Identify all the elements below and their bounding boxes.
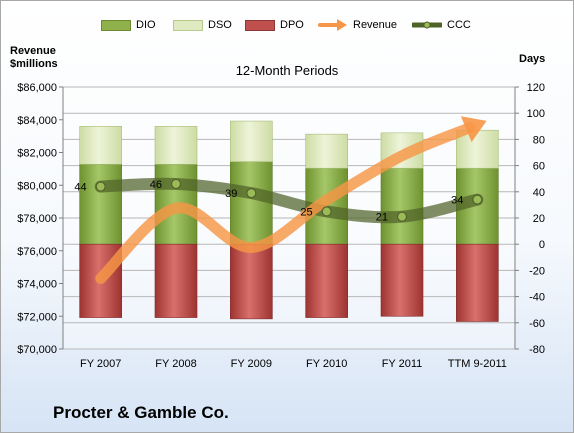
legend-label-dso: DSO [208, 19, 232, 31]
left-axis-tick-label: $84,000 [17, 115, 57, 127]
ccc-data-label: 46 [150, 179, 162, 191]
left-axis-tick-label: $82,000 [17, 148, 57, 160]
legend-label-dpo: DPO [280, 19, 304, 31]
bar-dio [380, 167, 424, 245]
legend-label-ccc: CCC [447, 19, 471, 31]
ccc-marker [170, 178, 182, 190]
bar-dso [154, 126, 198, 165]
legend-item-dpo: DPO [245, 15, 304, 35]
right-axis-tick-label: -20 [529, 265, 545, 277]
left-axis-title-line1: Revenue [10, 45, 56, 57]
bar-dpo [305, 243, 348, 318]
left-axis-tick-label: $80,000 [17, 180, 57, 192]
right-axis-tick-label: 100 [527, 108, 545, 120]
ccc-marker [321, 206, 332, 217]
bar-dso [456, 129, 499, 169]
ccc-marker [95, 181, 106, 192]
bar-dio [79, 163, 122, 245]
ccc-data-label: 21 [376, 212, 388, 224]
legend-swatch-dso [173, 19, 203, 31]
bar-dso [79, 126, 122, 165]
x-axis-tick-label: FY 2009 [231, 358, 272, 370]
legend-label-dio: DIO [136, 19, 156, 31]
bar-dso [305, 133, 348, 169]
company-name: Procter & Gamble Co. [53, 403, 229, 422]
legend: DIO DSO DPO Revenue CCC [0, 15, 574, 35]
legend-swatch-dpo [245, 19, 275, 31]
x-axis-tick-label: FY 2007 [80, 358, 121, 370]
legend-label-revenue: Revenue [353, 19, 398, 31]
legend-arrow-icon [318, 19, 347, 31]
right-axis-tick-label: 120 [527, 82, 545, 94]
x-axis-tick-label: FY 2011 [382, 358, 423, 370]
chart-title: 12-Month Periods [235, 63, 339, 78]
right-axis-tick-label: 20 [533, 213, 545, 225]
bar-dpo [456, 243, 499, 322]
revenue-line [95, 122, 476, 285]
x-axis-tick-label: FY 2008 [155, 358, 196, 370]
bar-dpo [380, 243, 424, 317]
ccc-data-label: 39 [225, 188, 237, 200]
left-axis-tick-label: $72,000 [17, 311, 57, 323]
right-axis-tick-label: 40 [533, 187, 545, 199]
bar-dpo [230, 243, 273, 320]
revenue-arrowhead [460, 116, 487, 143]
bar-dpo [154, 243, 198, 318]
left-axis-tick-label: $86,000 [17, 82, 57, 94]
legend-swatch-dio [101, 19, 131, 31]
right-axis-tick-label: 0 [539, 239, 545, 251]
ccc-data-label: 25 [300, 206, 312, 218]
ccc-marker [396, 211, 408, 222]
left-axis-title: Revenue $millions [10, 45, 58, 71]
legend-line-marker-icon [412, 21, 442, 29]
ccc-data-label: 44 [74, 182, 86, 194]
right-axis-tick-label: 60 [533, 161, 545, 173]
bar-dso [230, 120, 273, 162]
left-axis-title-line2: $millions [10, 58, 58, 70]
left-axis-tick-label: $70,000 [17, 344, 57, 356]
ccc-marker [246, 188, 257, 199]
right-axis-tick-label: -60 [529, 318, 545, 330]
right-axis-tick-label: 80 [533, 134, 545, 146]
right-axis-tick-label: -40 [529, 292, 545, 304]
legend-item-revenue: Revenue [318, 15, 397, 35]
right-axis-title: Days [519, 53, 546, 65]
left-axis-tick-label: $74,000 [17, 279, 57, 291]
ccc-line [94, 177, 484, 224]
ccc-marker [472, 194, 483, 205]
x-axis-tick-label: TTM 9-2011 [448, 358, 507, 370]
legend-item-dso: DSO [173, 15, 232, 35]
x-axis-tick-label: FY 2010 [306, 358, 347, 370]
legend-item-dio: DIO [101, 15, 156, 35]
left-axis-tick-label: $76,000 [17, 246, 57, 258]
right-axis-tick-label: -80 [529, 344, 545, 356]
bar-dio [230, 161, 273, 245]
legend-item-ccc: CCC [412, 15, 471, 35]
ccc-data-label: 34 [451, 195, 463, 207]
left-axis-tick-label: $78,000 [17, 213, 57, 225]
